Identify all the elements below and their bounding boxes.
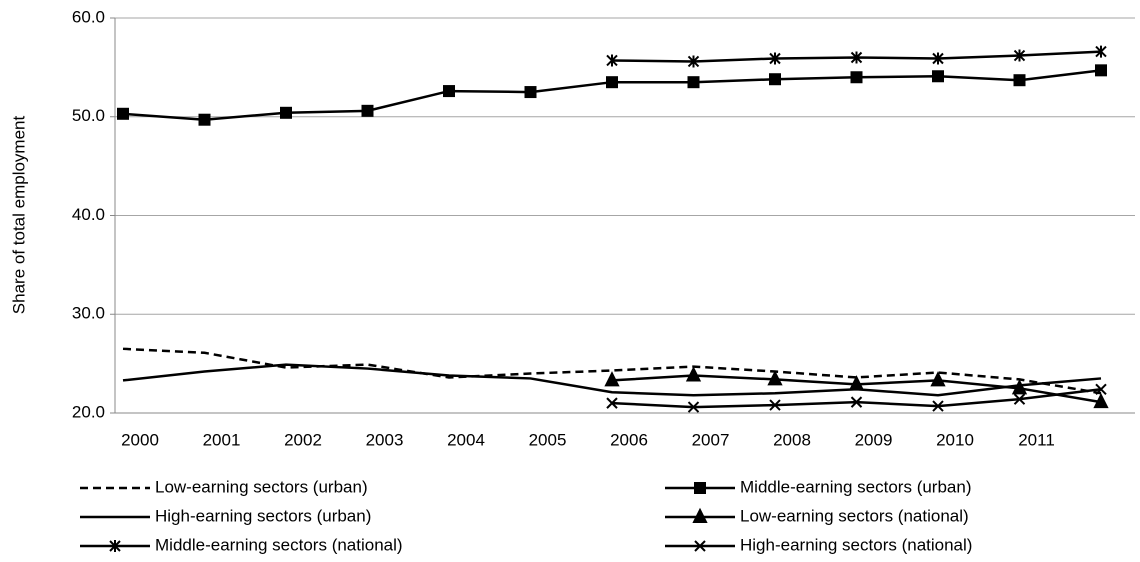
marker [606, 76, 618, 89]
marker [692, 507, 708, 523]
series-line [122, 347, 1102, 395]
marker [606, 54, 618, 67]
marker [769, 52, 781, 65]
marker [1095, 383, 1107, 396]
x-tick-label: 2007 [692, 430, 730, 449]
marker [117, 107, 129, 120]
marker [1013, 49, 1026, 62]
x-tick-label: 2001 [203, 430, 241, 449]
marker [1013, 74, 1026, 87]
y-axis-title: Share of total employment [9, 116, 28, 315]
x-tick-label: 2004 [447, 430, 485, 449]
marker [198, 113, 211, 126]
marker [443, 85, 455, 98]
marker [280, 106, 292, 119]
legend-label: Middle-earning sectors (urban) [740, 477, 972, 496]
legend-label: High-earning sectors (national) [740, 535, 972, 554]
marker [694, 540, 706, 552]
marker [687, 55, 700, 68]
marker [606, 397, 618, 409]
marker [361, 104, 374, 117]
y-tick-label: 30.0 [72, 304, 105, 323]
legend-label: Low-earning sectors (urban) [155, 477, 368, 496]
marker [685, 366, 702, 382]
marker [524, 86, 537, 99]
marker [769, 73, 781, 86]
marker [694, 482, 706, 494]
series-line [122, 363, 1102, 397]
series-line [611, 388, 1102, 409]
marker [1011, 379, 1028, 395]
marker [1093, 392, 1109, 409]
y-tick-label: 20.0 [72, 402, 105, 421]
marker [850, 396, 863, 408]
marker [850, 51, 863, 64]
marker [932, 52, 944, 65]
legend-label: Middle-earning sectors (national) [155, 535, 403, 554]
marker [604, 371, 620, 387]
marker [1095, 64, 1107, 77]
y-tick-label: 40.0 [72, 205, 105, 224]
x-tick-label: 2000 [121, 430, 159, 449]
x-tick-label: 2003 [366, 430, 404, 449]
marker [1013, 393, 1026, 405]
marker [932, 70, 944, 83]
x-tick-label: 2005 [529, 430, 567, 449]
marker [930, 371, 946, 387]
marker [848, 375, 865, 391]
x-tick-label: 2008 [773, 430, 811, 449]
marker [687, 401, 700, 413]
marker [769, 399, 781, 411]
legend-label: Low-earning sectors (national) [740, 506, 969, 525]
x-tick-label: 2006 [610, 430, 648, 449]
marker [767, 370, 783, 386]
marker [932, 400, 944, 412]
x-tick-label: 2009 [855, 430, 893, 449]
marker [1095, 45, 1107, 58]
y-tick-label: 60.0 [72, 7, 105, 26]
marker [109, 540, 121, 552]
marker [687, 76, 700, 89]
x-tick-label: 2010 [936, 430, 974, 449]
x-tick-label: 2002 [284, 430, 322, 449]
marker [850, 71, 863, 84]
y-tick-label: 50.0 [72, 106, 105, 125]
x-tick-label: 2011 [1018, 430, 1055, 449]
legend-label: High-earning sectors (urban) [155, 506, 371, 525]
